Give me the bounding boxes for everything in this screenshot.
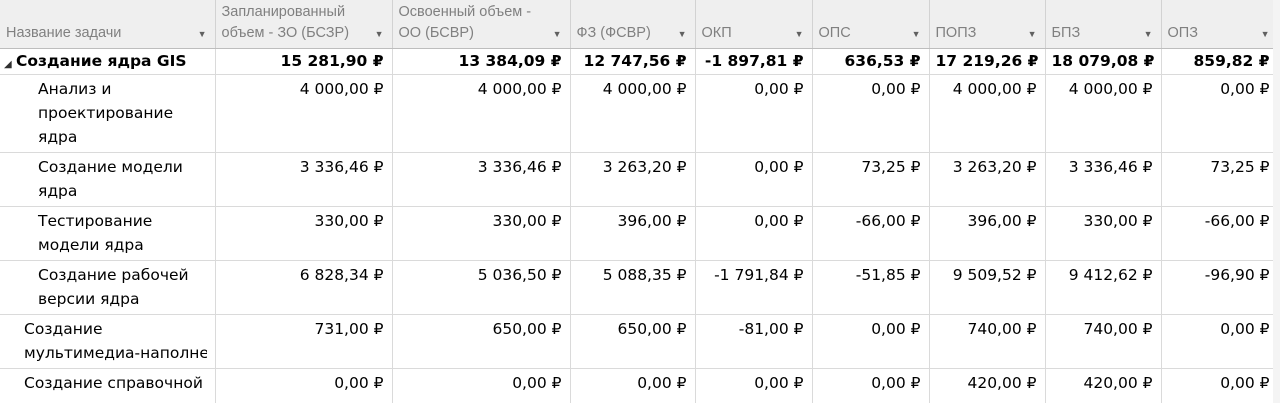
cell-value[interactable]: 420,00 ₽	[929, 368, 1046, 403]
cell-value[interactable]: 4 000,00 ₽	[570, 74, 696, 153]
cell-value[interactable]: 0,00 ₽	[695, 152, 813, 207]
cell-value[interactable]: 636,53 ₽	[812, 48, 930, 75]
column-header-sv[interactable]: ОПС ▼	[812, 0, 930, 49]
cell-value[interactable]: 0,00 ₽	[570, 368, 696, 403]
cell-value[interactable]: 3 336,46 ₽	[215, 152, 393, 207]
column-header-vac[interactable]: ОПЗ ▼	[1161, 0, 1279, 49]
column-header-bac[interactable]: БПЗ ▼	[1045, 0, 1162, 49]
cell-value[interactable]: 73,25 ₽	[1161, 152, 1279, 207]
cell-value[interactable]: 0,00 ₽	[695, 368, 813, 403]
cell-value[interactable]: -1 791,84 ₽	[695, 260, 813, 315]
vertical-scrollbar[interactable]	[1273, 0, 1280, 403]
column-header-planned-value[interactable]: Запланированный объем - ЗО (БСЗР) ▼	[215, 0, 393, 49]
task-row[interactable]: Создание модели ядра 3 336,46 ₽ 3 336,46…	[0, 152, 1279, 207]
column-header-actual-cost[interactable]: ФЗ (ФСВР) ▼	[570, 0, 696, 49]
cell-value[interactable]: 650,00 ₽	[570, 314, 696, 369]
cell-value[interactable]: 650,00 ₽	[392, 314, 571, 369]
chevron-down-icon[interactable]: ▼	[197, 29, 207, 39]
cell-value[interactable]: -51,85 ₽	[812, 260, 930, 315]
cell-value[interactable]: 0,00 ₽	[812, 74, 930, 153]
cell-value[interactable]: 0,00 ₽	[812, 314, 930, 369]
task-name-cell[interactable]: Создание справочной системы	[0, 368, 216, 403]
cell-value[interactable]: 330,00 ₽	[215, 206, 393, 261]
cell-value[interactable]: 0,00 ₽	[695, 74, 813, 153]
cell-value[interactable]: 4 000,00 ₽	[392, 74, 571, 153]
cell-value[interactable]: 0,00 ₽	[1161, 314, 1279, 369]
cell-value[interactable]: 740,00 ₽	[929, 314, 1046, 369]
task-name-cell[interactable]: Тестирование модели ядра	[0, 206, 216, 261]
chevron-down-icon[interactable]: ▼	[1260, 29, 1270, 39]
task-row[interactable]: Создание справочной системы 0,00 ₽ 0,00 …	[0, 368, 1279, 403]
cell-value[interactable]: -1 897,81 ₽	[695, 48, 813, 75]
cell-value[interactable]: 4 000,00 ₽	[1045, 74, 1162, 153]
chevron-down-icon[interactable]: ▼	[374, 29, 384, 39]
cell-value[interactable]: 4 000,00 ₽	[215, 74, 393, 153]
chevron-down-icon[interactable]: ▼	[794, 29, 804, 39]
cell-value[interactable]: -96,90 ₽	[1161, 260, 1279, 315]
cell-value[interactable]: 73,25 ₽	[812, 152, 930, 207]
cell-value[interactable]: 6 828,34 ₽	[215, 260, 393, 315]
cell-value[interactable]: 5 088,35 ₽	[570, 260, 696, 315]
cell-value[interactable]: 0,00 ₽	[392, 368, 571, 403]
column-header-cv[interactable]: ОКП ▼	[695, 0, 813, 49]
task-name-cell[interactable]: Создание рабочей версии ядра	[0, 260, 216, 315]
cell-value[interactable]: 3 336,46 ₽	[1045, 152, 1162, 207]
task-row[interactable]: Анализ и проектирование ядра 4 000,00 ₽ …	[0, 74, 1279, 153]
cell-value[interactable]: 859,82 ₽	[1161, 48, 1279, 75]
cell-value[interactable]: 420,00 ₽	[1045, 368, 1162, 403]
chevron-down-icon[interactable]: ▼	[677, 29, 687, 39]
cell-value[interactable]: -81,00 ₽	[695, 314, 813, 369]
chevron-down-icon[interactable]: ▼	[911, 29, 921, 39]
column-header-eac[interactable]: ПОПЗ ▼	[929, 0, 1046, 49]
cell-value[interactable]: 396,00 ₽	[570, 206, 696, 261]
chevron-down-icon[interactable]: ▼	[1143, 29, 1153, 39]
cell-value[interactable]: 396,00 ₽	[929, 206, 1046, 261]
cell-value[interactable]: 3 336,46 ₽	[392, 152, 571, 207]
cell-value[interactable]: 17 219,26 ₽	[929, 48, 1046, 75]
column-header-earned-value[interactable]: Освоенный объем - ОО (БСВР) ▼	[392, 0, 571, 49]
cell-value[interactable]: 5 036,50 ₽	[392, 260, 571, 315]
task-name-cell[interactable]: Создание модели ядра	[0, 152, 216, 207]
cell-value[interactable]: -66,00 ₽	[1161, 206, 1279, 261]
cell-value[interactable]: 731,00 ₽	[215, 314, 393, 369]
chevron-down-icon[interactable]: ▼	[552, 29, 562, 39]
cell-value[interactable]: 15 281,90 ₽	[215, 48, 393, 75]
collapse-triangle-icon[interactable]: ◢	[4, 59, 12, 70]
cell-value[interactable]: 3 263,20 ₽	[929, 152, 1046, 207]
cell-value[interactable]: 3 263,20 ₽	[570, 152, 696, 207]
cell-value[interactable]: 9 412,62 ₽	[1045, 260, 1162, 315]
summary-task-name-cell[interactable]: ◢ Создание ядра GIS	[0, 48, 216, 75]
cell-value[interactable]: -66,00 ₽	[812, 206, 930, 261]
cell-value[interactable]: 0,00 ₽	[695, 206, 813, 261]
task-name-cell[interactable]: Анализ и проектирование ядра	[0, 74, 216, 153]
cell-value[interactable]: 9 509,52 ₽	[929, 260, 1046, 315]
task-row[interactable]: Создание рабочей версии ядра 6 828,34 ₽ …	[0, 260, 1279, 315]
column-header-task-name[interactable]: Название задачи ▼	[0, 0, 216, 49]
task-row[interactable]: Тестирование модели ядра 330,00 ₽ 330,00…	[0, 206, 1279, 261]
chevron-down-icon[interactable]: ▼	[1027, 29, 1037, 39]
cell-value[interactable]: 12 747,56 ₽	[570, 48, 696, 75]
cell-value[interactable]: 330,00 ₽	[1045, 206, 1162, 261]
cell-value[interactable]: 0,00 ₽	[215, 368, 393, 403]
cell-value[interactable]: 4 000,00 ₽	[929, 74, 1046, 153]
cell-value[interactable]: 0,00 ₽	[1161, 368, 1279, 403]
cell-value[interactable]: 18 079,08 ₽	[1045, 48, 1162, 75]
header-row: Название задачи ▼ Запланированный объем -…	[0, 0, 1279, 49]
cell-value[interactable]: 740,00 ₽	[1045, 314, 1162, 369]
cell-value[interactable]: 13 384,09 ₽	[392, 48, 571, 75]
cell-value[interactable]: 0,00 ₽	[1161, 74, 1279, 153]
summary-task-row[interactable]: ◢ Создание ядра GIS 15 281,90 ₽ 13 384,09…	[0, 48, 1279, 75]
cell-value[interactable]: 0,00 ₽	[812, 368, 930, 403]
cell-value[interactable]: 330,00 ₽	[392, 206, 571, 261]
